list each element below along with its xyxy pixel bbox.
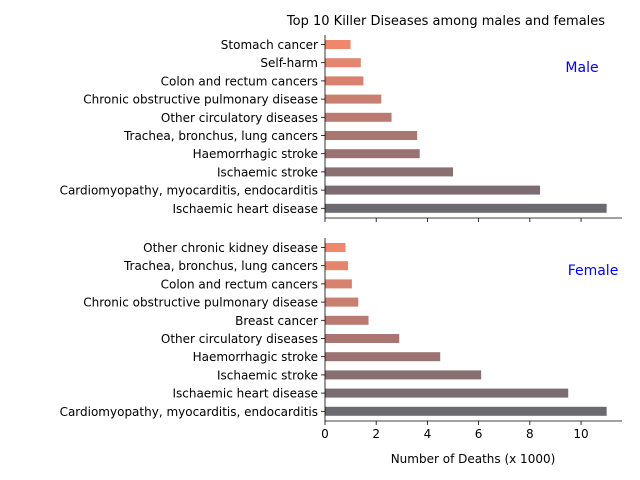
y-tick-label: Haemorrhagic stroke — [193, 147, 318, 161]
bar — [325, 167, 454, 177]
bar — [325, 297, 359, 307]
y-tick-label: Colon and rectum cancers — [161, 74, 318, 88]
panels: Stomach cancer Self-harm Colon and rectum … — [60, 35, 622, 441]
panel-1: Other chronic kidney disease Trachea, bro… — [60, 238, 622, 441]
bar — [325, 370, 482, 380]
y-tick-label: Breast cancer — [235, 314, 318, 328]
y-tick-label: Ischaemic stroke — [217, 165, 318, 179]
y-tick-label: Other circulatory diseases — [161, 332, 318, 346]
y-tick-label: Other chronic kidney disease — [143, 241, 318, 255]
panel-label: Female — [568, 263, 619, 279]
y-tick-label: Stomach cancer — [221, 38, 318, 52]
bar — [325, 334, 400, 343]
bar — [325, 203, 607, 213]
x-tick-label: 10 — [573, 427, 588, 441]
bar — [325, 58, 361, 68]
bar — [325, 261, 349, 271]
bar — [325, 40, 351, 49]
y-tick-label: Ischaemic stroke — [217, 368, 318, 382]
bar — [325, 406, 607, 416]
y-tick-label: Trachea, bronchus, lung cancers — [123, 129, 318, 143]
bar — [325, 131, 418, 140]
panel-0: Stomach cancer Self-harm Colon and rectum … — [60, 35, 622, 222]
y-tick-label: Ischaemic heart disease — [172, 202, 318, 216]
bar — [325, 76, 364, 86]
bar — [325, 315, 369, 325]
x-tick-label: 0 — [321, 427, 329, 441]
bar — [325, 185, 541, 195]
panel-label: Male — [565, 60, 598, 76]
bar — [325, 94, 382, 104]
y-tick-label: Haemorrhagic stroke — [193, 350, 318, 364]
y-tick-label: Cardiomyopathy, myocarditis, endocarditi… — [60, 184, 318, 198]
bar — [325, 279, 352, 289]
y-tick-label: Chronic obstructive pulmonary disease — [83, 296, 318, 310]
x-tick-label: 8 — [526, 427, 534, 441]
y-tick-label: Colon and rectum cancers — [161, 277, 318, 291]
bar — [325, 112, 392, 122]
x-tick-label: 2 — [372, 427, 380, 441]
x-axis-label: Number of Deaths (x 1000) — [391, 452, 556, 466]
y-tick-label: Ischaemic heart disease — [172, 387, 318, 401]
bar — [325, 243, 346, 252]
y-tick-label: Cardiomyopathy, myocarditis, endocarditi… — [60, 405, 318, 419]
bar — [325, 149, 420, 159]
x-tick-label: 4 — [424, 427, 432, 441]
bar — [325, 352, 441, 362]
y-tick-label: Chronic obstructive pulmonary disease — [83, 93, 318, 107]
y-tick-label: Trachea, bronchus, lung cancers — [123, 259, 318, 273]
bar — [325, 388, 569, 398]
x-tick-label: 6 — [475, 427, 483, 441]
y-tick-label: Self-harm — [260, 56, 318, 70]
y-tick-label: Other circulatory diseases — [161, 111, 318, 125]
chart-title: Top 10 Killer Diseases among males and f… — [286, 14, 605, 29]
